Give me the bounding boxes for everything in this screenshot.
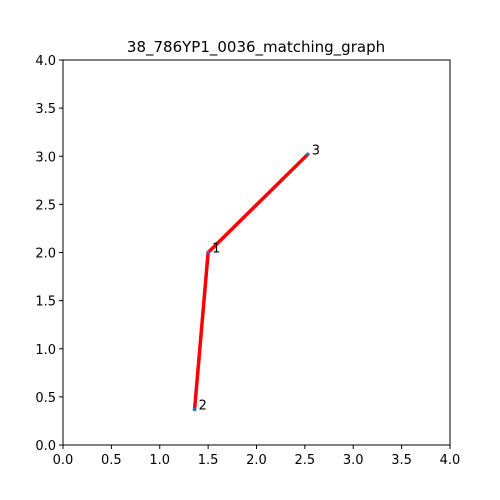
edges <box>192 152 310 412</box>
x-tick-label: 3.0 <box>343 453 364 468</box>
graph-edge <box>192 250 210 412</box>
graph-node <box>192 407 197 412</box>
node-label: 2 <box>199 398 207 413</box>
y-tick-label: 0.5 <box>35 391 56 406</box>
y-tick-label: 2.5 <box>35 198 56 213</box>
axes: 0.0 0.5 1.0 1.5 2.0 2.5 3.0 3.5 4.0 0.0 0.5 1.0 1.5 2… <box>35 54 460 468</box>
node-label: 1 <box>212 242 220 257</box>
graph-node <box>305 152 310 157</box>
x-tick-label: 0.0 <box>53 453 74 468</box>
y-tick-label: 4.0 <box>35 54 56 69</box>
graph-edge <box>206 152 310 255</box>
x-tick-label: 0.5 <box>101 453 122 468</box>
x-tick-label: 1.5 <box>198 453 219 468</box>
nodes: 1 2 3 <box>192 143 320 413</box>
x-tick-label: 2.0 <box>246 453 267 468</box>
node-label: 3 <box>312 143 320 158</box>
y-tick-label: 3.0 <box>35 150 56 165</box>
x-tick-label: 4.0 <box>440 453 461 468</box>
x-tick-label: 3.5 <box>391 453 412 468</box>
y-tick-label: 3.5 <box>35 102 56 117</box>
y-tick-label: 2.0 <box>35 247 56 262</box>
chart-title: 38_786YP1_0036_matching_graph <box>127 38 385 57</box>
graph-node <box>206 250 210 255</box>
plot-frame <box>62 59 451 446</box>
x-tick-label: 1.0 <box>149 453 170 468</box>
y-tick-label: 1.0 <box>35 343 56 358</box>
x-tick-label: 2.5 <box>295 453 316 468</box>
y-tick-label: 0.0 <box>35 439 56 454</box>
y-tick-label: 1.5 <box>35 295 56 310</box>
